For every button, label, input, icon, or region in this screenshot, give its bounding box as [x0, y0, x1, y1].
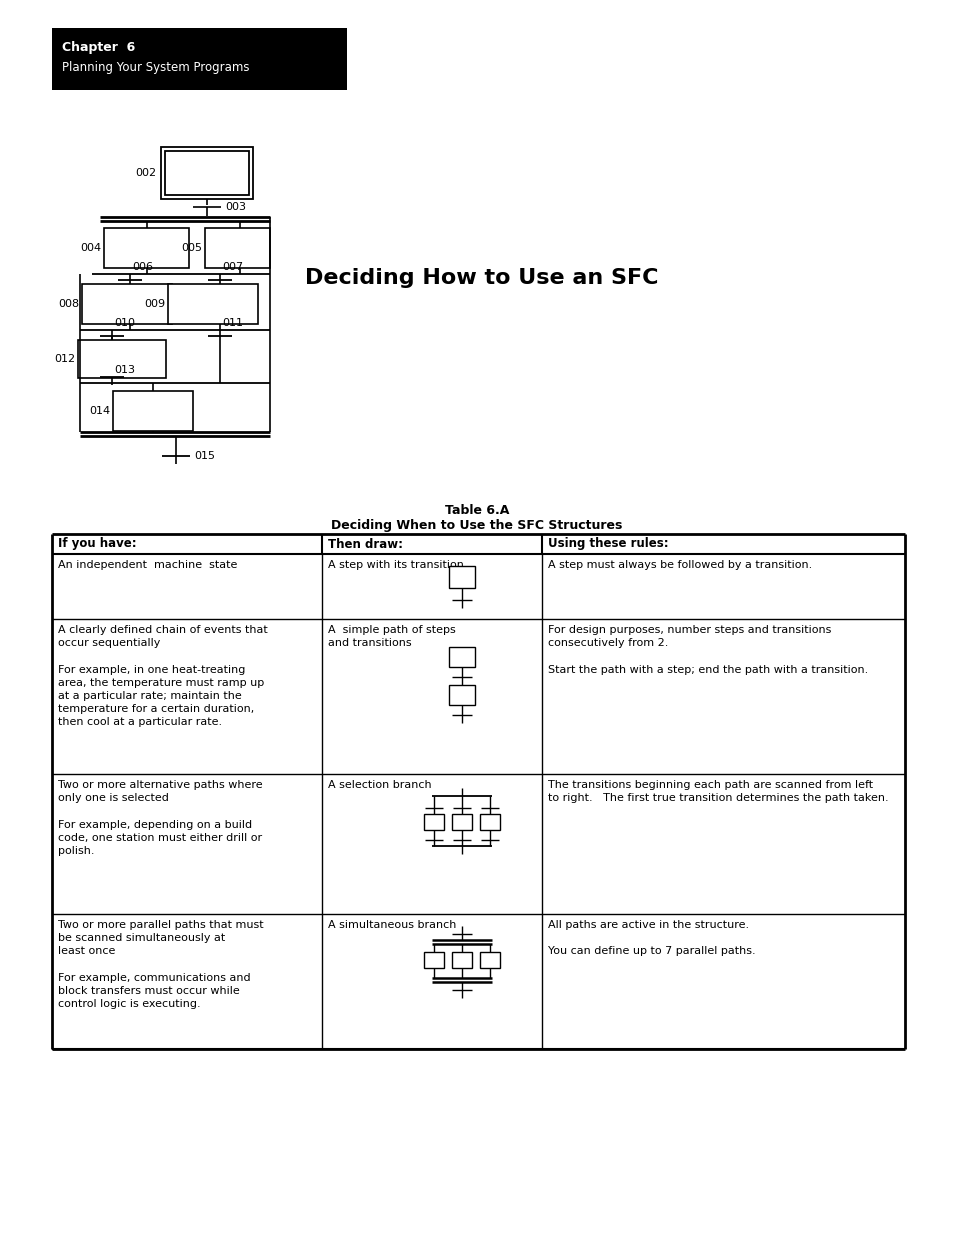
Bar — [479, 951, 499, 967]
Text: Using these rules:: Using these rules: — [547, 537, 668, 551]
Bar — [104, 228, 189, 268]
Text: 013: 013 — [113, 366, 135, 375]
Text: 006: 006 — [132, 262, 152, 272]
Text: 011: 011 — [222, 317, 243, 329]
Bar — [479, 814, 499, 830]
Text: A simultaneous branch: A simultaneous branch — [328, 920, 456, 930]
Bar — [449, 566, 475, 588]
Text: An independent  machine  state: An independent machine state — [58, 559, 237, 571]
Text: 007: 007 — [222, 262, 243, 272]
Text: 004: 004 — [80, 243, 101, 253]
Text: A  simple path of steps
and transitions: A simple path of steps and transitions — [328, 625, 456, 648]
Text: 003: 003 — [225, 203, 246, 212]
Bar — [78, 340, 166, 378]
Text: All paths are active in the structure.

You can define up to 7 parallel paths.: All paths are active in the structure. Y… — [547, 920, 755, 956]
Text: 010: 010 — [113, 317, 135, 329]
Bar — [168, 284, 257, 324]
Bar — [112, 391, 193, 431]
Bar — [449, 684, 475, 704]
Text: 008: 008 — [58, 299, 79, 309]
Text: 015: 015 — [193, 451, 214, 461]
Text: 012: 012 — [53, 354, 75, 364]
Bar — [205, 228, 270, 268]
Bar — [423, 951, 443, 967]
Text: A selection branch: A selection branch — [328, 781, 431, 790]
Bar — [165, 151, 249, 195]
Text: Two or more alternative paths where
only one is selected

For example, depending: Two or more alternative paths where only… — [58, 781, 262, 856]
Bar — [452, 951, 472, 967]
Bar — [161, 147, 253, 199]
Text: If you have:: If you have: — [58, 537, 136, 551]
Text: 002: 002 — [134, 168, 156, 178]
Text: For design purposes, number steps and transitions
consecutively from 2.

Start t: For design purposes, number steps and tr… — [547, 625, 867, 674]
Text: A step with its transition: A step with its transition — [328, 559, 463, 571]
Text: Deciding When to Use the SFC Structures: Deciding When to Use the SFC Structures — [331, 519, 622, 531]
Text: Initial
Step: Initial Step — [192, 162, 222, 184]
Text: Deciding How to Use an SFC: Deciding How to Use an SFC — [305, 268, 658, 288]
Bar — [452, 814, 472, 830]
Text: A clearly defined chain of events that
occur sequentially

For example, in one h: A clearly defined chain of events that o… — [58, 625, 268, 727]
Bar — [449, 646, 475, 667]
Bar — [82, 284, 172, 324]
Text: The transitions beginning each path are scanned from left
to right.   The first : The transitions beginning each path are … — [547, 781, 887, 803]
Text: Chapter  6: Chapter 6 — [62, 42, 135, 54]
Text: Table 6.A: Table 6.A — [444, 504, 509, 516]
Text: 014: 014 — [89, 406, 110, 416]
Text: 009: 009 — [144, 299, 165, 309]
Bar — [423, 814, 443, 830]
Text: Two or more parallel paths that must
be scanned simultaneously at
least once

Fo: Two or more parallel paths that must be … — [58, 920, 263, 1009]
Text: A step must always be followed by a transition.: A step must always be followed by a tran… — [547, 559, 811, 571]
Text: Planning Your System Programs: Planning Your System Programs — [62, 62, 250, 74]
Bar — [52, 28, 347, 90]
Text: Then draw:: Then draw: — [328, 537, 402, 551]
Text: 005: 005 — [181, 243, 202, 253]
